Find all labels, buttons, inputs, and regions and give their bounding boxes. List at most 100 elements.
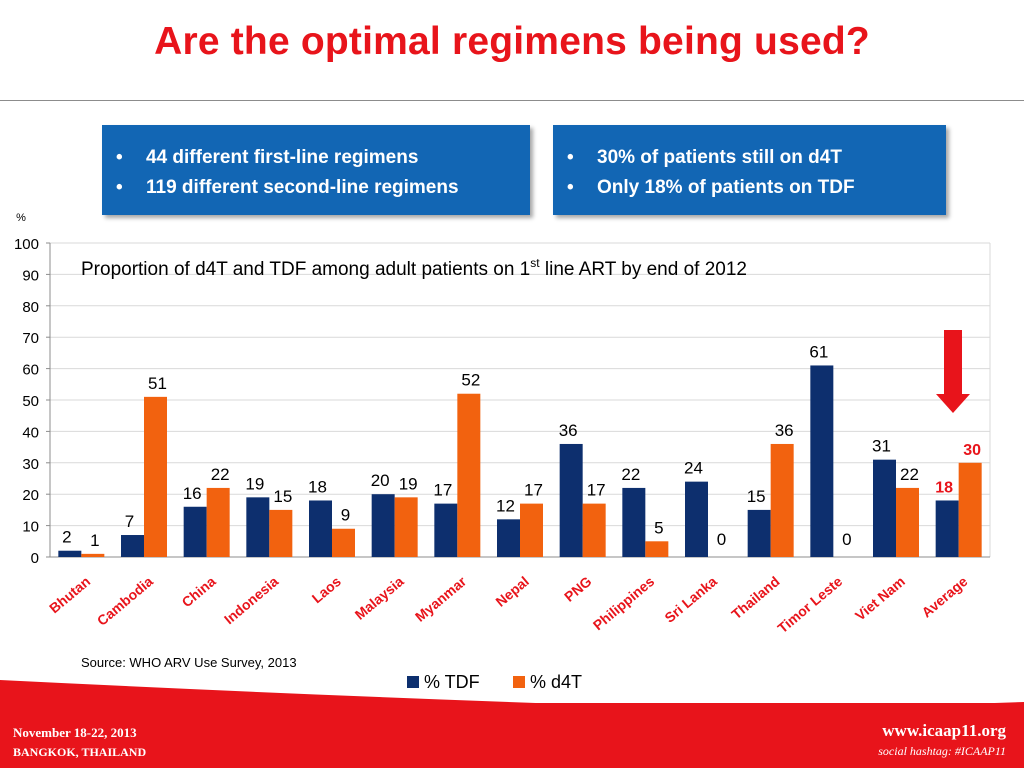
bar-d4t-thailand — [770, 443, 794, 557]
bar-tdf-indonesia — [246, 497, 270, 557]
data-label: 7 — [125, 512, 134, 531]
y-tick-label: 60 — [22, 362, 39, 379]
bar-tdf-png — [559, 443, 583, 557]
bar-d4t-indonesia — [269, 509, 293, 557]
bar-d4t-png — [582, 503, 606, 557]
data-label: 61 — [809, 342, 828, 361]
data-label: 19 — [399, 474, 418, 493]
chart-title-sup: st — [530, 256, 540, 270]
footer-place: BANGKOK, THAILAND — [13, 745, 147, 759]
bar-tdf-viet-nam — [873, 459, 896, 557]
data-label: 24 — [684, 459, 703, 478]
callout-bullet: 119 different second-line regimens — [116, 173, 530, 203]
footer-hashtag: social hashtag: #ICAAP11 — [878, 744, 1006, 758]
bar-d4t-china — [206, 487, 230, 557]
bar-d4t-viet-nam — [896, 487, 919, 557]
x-tick-label: Average — [918, 573, 970, 621]
bar-tdf-timor-leste — [810, 365, 834, 557]
bar-tdf-laos — [309, 500, 332, 557]
x-tick-label: PNG — [561, 573, 595, 605]
bar-tdf-myanmar — [434, 503, 458, 557]
bar-d4t-philippines — [645, 541, 669, 557]
chart-title-tail: line ART by end of 2012 — [540, 259, 747, 280]
bar-d4t-cambodia — [144, 396, 167, 557]
bar-tdf-sri-lanka — [685, 481, 708, 557]
chart-legend: % TDF % d4T — [407, 672, 582, 692]
x-tick-label: Viet Nam — [852, 573, 908, 624]
y-tick-label: 20 — [22, 487, 39, 504]
callout-patients: 30% of patients still on d4T Only 18% of… — [553, 125, 946, 215]
x-tick-label: Malaysia — [352, 573, 407, 623]
y-tick-label: 90 — [22, 267, 39, 284]
bar-d4t-myanmar — [457, 393, 481, 557]
x-tick-label: Nepal — [492, 573, 531, 610]
data-label: 17 — [433, 481, 452, 500]
chart-bars — [58, 365, 982, 557]
y-tick-label: 50 — [22, 393, 39, 410]
legend-swatch-tdf — [407, 676, 419, 688]
chart-title: Proportion of d4T and TDF among adult pa… — [81, 256, 747, 280]
data-label: 36 — [559, 421, 578, 440]
callout-bullet: 30% of patients still on d4T — [567, 143, 946, 173]
callout-bullet: 44 different first-line regimens — [116, 143, 530, 173]
bar-tdf-bhutan — [58, 550, 82, 557]
data-label: 30 — [963, 442, 981, 459]
x-tick-label: Cambodia — [94, 573, 156, 629]
source-note: Source: WHO ARV Use Survey, 2013 — [81, 655, 297, 670]
bar-d4t-laos — [332, 528, 355, 557]
x-tick-label: Bhutan — [46, 573, 93, 616]
chart-title-main: Proportion of d4T and TDF among adult pa… — [81, 259, 530, 280]
bar-d4t-malaysia — [394, 497, 418, 557]
data-label: 17 — [587, 481, 606, 500]
bar-tdf-china — [183, 506, 207, 557]
x-tick-label: Thailand — [728, 573, 782, 622]
x-tick-label: Indonesia — [221, 573, 282, 627]
bar-tdf-philippines — [622, 487, 646, 557]
y-tick-label: 70 — [22, 330, 39, 347]
down-arrow-icon — [936, 330, 970, 413]
footer-wave — [0, 680, 1024, 710]
data-label: 0 — [717, 530, 726, 549]
data-label: 22 — [900, 465, 919, 484]
x-tick-label: Laos — [309, 573, 344, 606]
data-label: 22 — [621, 465, 640, 484]
footer-date: November 18-22, 2013 — [13, 725, 137, 740]
data-label: 17 — [524, 481, 543, 500]
data-label: 15 — [747, 487, 766, 506]
legend-swatch-d4t — [513, 676, 525, 688]
bar-d4t-bhutan — [81, 553, 105, 557]
data-label: 16 — [183, 484, 202, 503]
data-label: 18 — [935, 479, 953, 496]
y-tick-label: 30 — [22, 456, 39, 473]
data-label: 0 — [842, 530, 851, 549]
callout-regimens: 44 different first-line regimens 119 dif… — [102, 125, 530, 215]
bar-tdf-nepal — [497, 519, 520, 557]
x-tick-label: China — [179, 573, 219, 610]
y-tick-label: 80 — [22, 299, 39, 316]
y-tick-label: 0 — [31, 550, 39, 567]
bar-tdf-thailand — [747, 509, 771, 557]
bar-d4t-average — [958, 462, 982, 557]
data-label: 5 — [654, 518, 663, 537]
bar-tdf-malaysia — [371, 494, 395, 557]
data-label: 12 — [496, 496, 515, 515]
x-tick-label: Philippines — [590, 573, 658, 633]
data-label: 36 — [775, 421, 794, 440]
data-label: 19 — [245, 474, 264, 493]
data-label: 52 — [461, 371, 480, 390]
footer-url: www.icaap11.org — [882, 721, 1006, 740]
x-tick-label: Sri Lanka — [661, 573, 720, 626]
x-tick-label: Myanmar — [412, 573, 470, 625]
title-divider — [0, 100, 1024, 101]
data-label: 18 — [308, 477, 327, 496]
bar-tdf-average — [935, 500, 959, 557]
x-tick-label: Timor Leste — [774, 573, 845, 636]
data-label: 20 — [371, 471, 390, 490]
data-label: 22 — [211, 465, 230, 484]
data-label: 15 — [273, 487, 292, 506]
data-label: 9 — [341, 506, 350, 525]
legend-label-d4t: % d4T — [530, 672, 582, 692]
bar-d4t-nepal — [520, 503, 543, 557]
